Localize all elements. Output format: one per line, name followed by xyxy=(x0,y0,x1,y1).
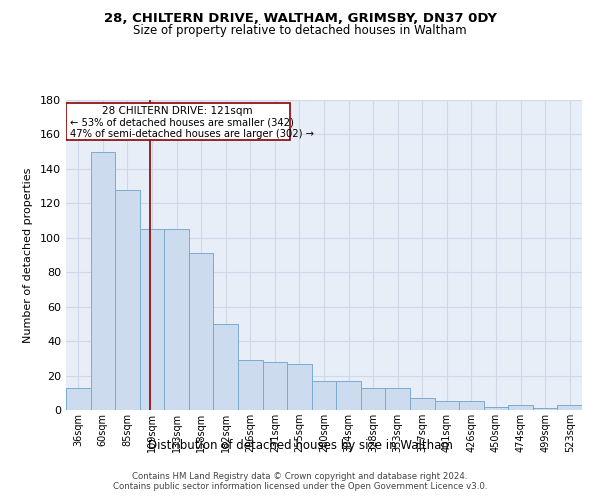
Bar xyxy=(66,104,290,140)
Bar xyxy=(557,405,582,410)
Bar xyxy=(140,229,164,410)
Text: Distribution of detached houses by size in Waltham: Distribution of detached houses by size … xyxy=(148,440,452,452)
Bar xyxy=(484,406,508,410)
Bar xyxy=(238,360,263,410)
Text: 28 CHILTERN DRIVE: 121sqm: 28 CHILTERN DRIVE: 121sqm xyxy=(103,106,253,116)
Bar xyxy=(459,402,484,410)
Text: 28, CHILTERN DRIVE, WALTHAM, GRIMSBY, DN37 0DY: 28, CHILTERN DRIVE, WALTHAM, GRIMSBY, DN… xyxy=(104,12,497,26)
Bar xyxy=(164,229,189,410)
Text: Contains HM Land Registry data © Crown copyright and database right 2024.: Contains HM Land Registry data © Crown c… xyxy=(132,472,468,481)
Bar xyxy=(115,190,140,410)
Bar xyxy=(287,364,312,410)
Y-axis label: Number of detached properties: Number of detached properties xyxy=(23,168,33,342)
Bar xyxy=(434,402,459,410)
Bar xyxy=(263,362,287,410)
Text: ← 53% of detached houses are smaller (342): ← 53% of detached houses are smaller (34… xyxy=(70,118,293,128)
Text: Size of property relative to detached houses in Waltham: Size of property relative to detached ho… xyxy=(133,24,467,37)
Text: Contains public sector information licensed under the Open Government Licence v3: Contains public sector information licen… xyxy=(113,482,487,491)
Bar xyxy=(91,152,115,410)
Bar xyxy=(66,388,91,410)
Bar xyxy=(533,408,557,410)
Bar xyxy=(312,380,336,410)
Bar xyxy=(508,405,533,410)
Bar xyxy=(189,254,214,410)
Bar xyxy=(336,380,361,410)
Bar xyxy=(385,388,410,410)
Bar xyxy=(361,388,385,410)
Bar xyxy=(214,324,238,410)
Bar xyxy=(410,398,434,410)
Text: 47% of semi-detached houses are larger (302) →: 47% of semi-detached houses are larger (… xyxy=(70,128,314,138)
